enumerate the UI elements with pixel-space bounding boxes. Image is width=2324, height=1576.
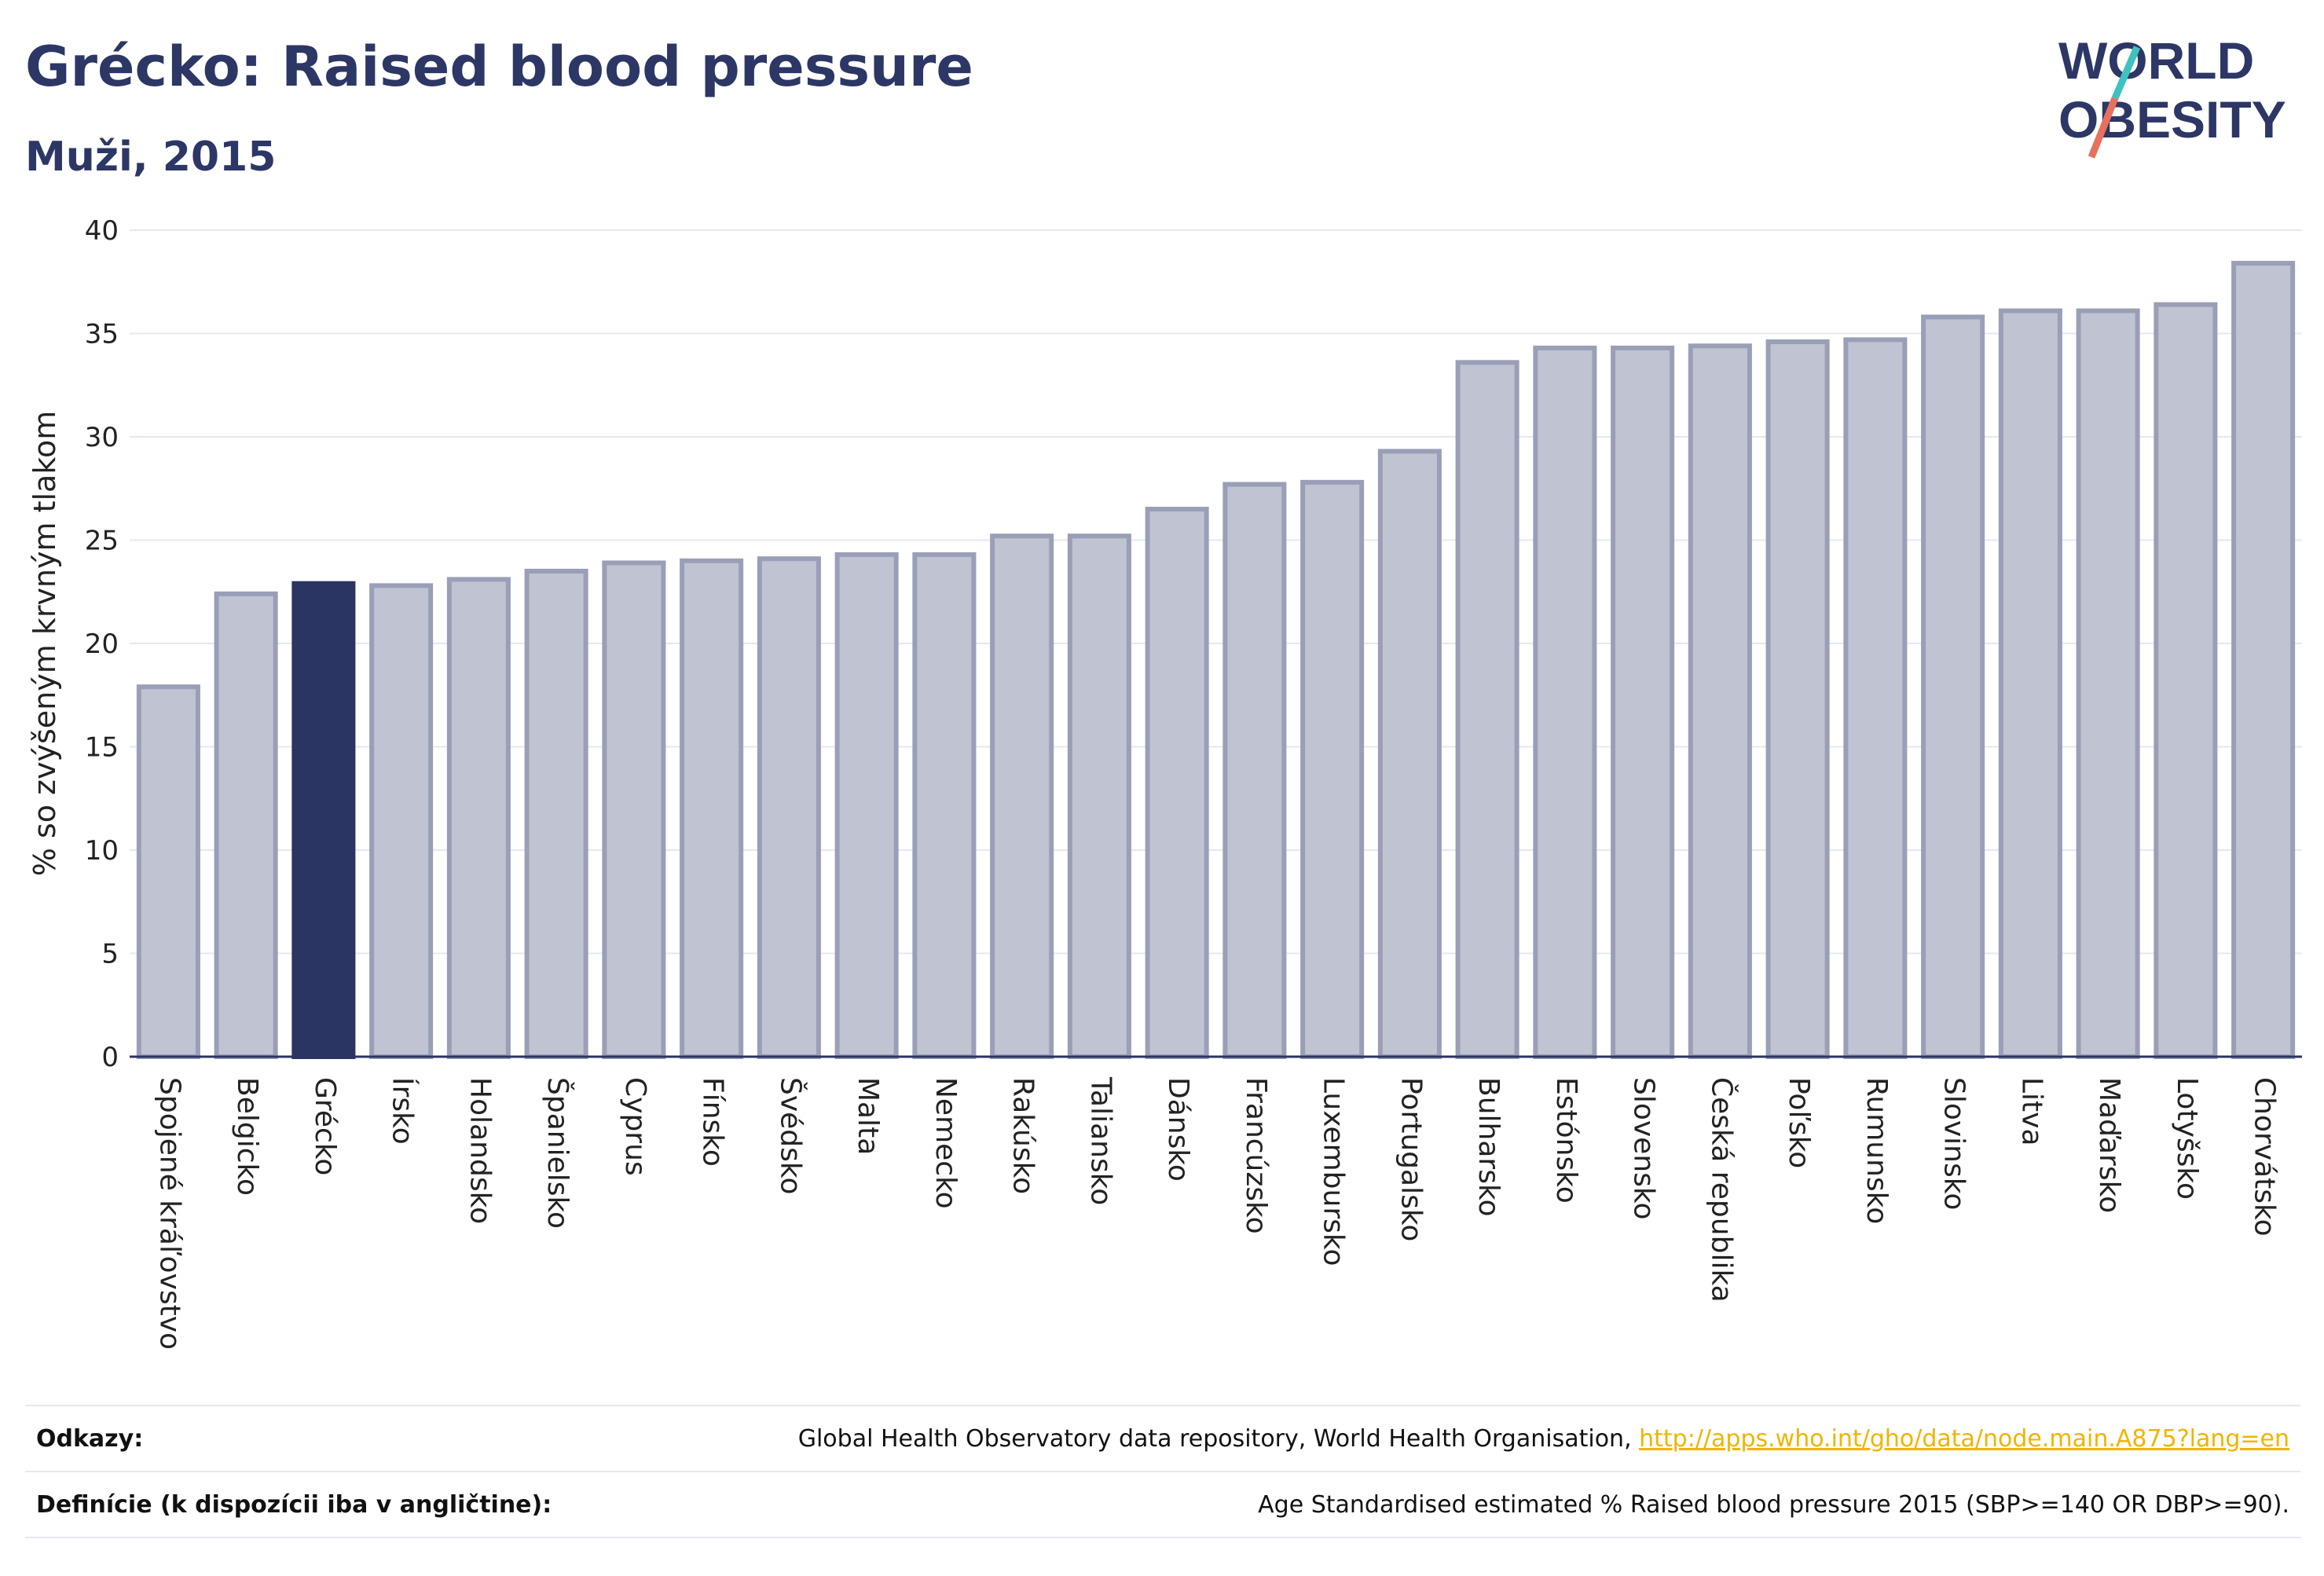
- bar-15: [1300, 479, 1365, 1059]
- y-tick-label: 20: [85, 629, 119, 660]
- x-tick-label: Česká republika: [1705, 1077, 1738, 1303]
- x-tick-label: Francúzsko: [1240, 1077, 1272, 1234]
- x-tick-label: Maďarsko: [2093, 1077, 2125, 1213]
- bar-26: [2154, 302, 2218, 1059]
- bar-1: [214, 591, 278, 1059]
- references-text: Global Health Observatory data repositor…: [797, 1425, 1640, 1453]
- bar-18: [1533, 345, 1597, 1060]
- x-tick-label: Poľsko: [1783, 1077, 1815, 1168]
- x-axis-ticks: Spojené kráľovstvo Belgicko Grécko Írsko Hol…: [153, 1076, 2280, 1350]
- logo-line-1: WORLD: [2058, 31, 2254, 90]
- logo-slash-teal: [2111, 46, 2141, 100]
- x-tick-label: Belgicko: [231, 1077, 263, 1196]
- bar-5: [524, 568, 588, 1059]
- chart-subtitle: Muži, 2015: [25, 134, 277, 181]
- footer: Odkazy: Global Health Observatory data r…: [25, 1405, 2300, 1538]
- bar-0: [136, 684, 200, 1059]
- bar-17: [1455, 360, 1519, 1059]
- y-tick-label: 25: [85, 526, 119, 557]
- definitions-label: Definície (k dispozícii iba v angličtine…: [36, 1491, 552, 1519]
- x-tick-label: Taliansko: [1084, 1076, 1116, 1205]
- y-tick-label: 35: [85, 319, 119, 350]
- bar-11: [990, 533, 1054, 1059]
- world-obesity-logo: WORLD OBESITY: [2058, 31, 2286, 159]
- bar-12: [1067, 533, 1131, 1059]
- x-tick-label: Slovensko: [1628, 1077, 1660, 1220]
- x-tick-label: Dánsko: [1162, 1077, 1194, 1182]
- x-tick-label: Cyprus: [619, 1077, 651, 1176]
- definitions-value: Age Standardised estimated % Raised bloo…: [1258, 1491, 2289, 1519]
- bar-21: [1765, 339, 1830, 1059]
- bar-3: [369, 583, 434, 1059]
- bar-9: [834, 552, 899, 1059]
- bar-14: [1222, 482, 1287, 1059]
- x-tick-label: Rakúsko: [1007, 1077, 1039, 1194]
- y-tick-label: 10: [85, 835, 119, 867]
- y-tick-label: 5: [101, 939, 119, 970]
- bar-6: [602, 560, 666, 1059]
- x-tick-label: Holandsko: [464, 1077, 496, 1224]
- x-tick-label: Litva: [2015, 1077, 2047, 1146]
- x-tick-label: Spojené kráľovstvo: [153, 1077, 185, 1350]
- x-tick-label: Chorvátsko: [2249, 1077, 2281, 1237]
- y-tick-label: 15: [85, 732, 119, 764]
- bars: [136, 261, 2296, 1060]
- bar-23: [1921, 314, 1985, 1059]
- bar-20: [1688, 343, 1752, 1059]
- bar-25: [2076, 308, 2140, 1059]
- y-tick-label: 0: [101, 1042, 119, 1073]
- bar-22: [1843, 337, 1908, 1059]
- x-tick-label: Malta: [852, 1077, 884, 1155]
- bar-13: [1145, 507, 1209, 1059]
- x-tick-label: Luxembursko: [1318, 1077, 1350, 1266]
- x-tick-label: Portugalsko: [1395, 1077, 1427, 1241]
- x-tick-label: Lotyšsko: [2171, 1077, 2203, 1200]
- bar-4: [446, 577, 511, 1059]
- bar-27: [2231, 261, 2296, 1059]
- bar-2: [291, 581, 356, 1059]
- x-tick-label: Španielsko: [541, 1077, 574, 1229]
- y-tick-label: 40: [85, 215, 119, 247]
- references-label: Odkazy:: [36, 1425, 144, 1453]
- definitions-row: Definície (k dispozícii iba v angličtine…: [25, 1471, 2300, 1538]
- chart-title: Grécko: Raised blood pressure: [25, 35, 973, 99]
- x-tick-label: Bulharsko: [1472, 1077, 1505, 1217]
- x-tick-label: Rumunsko: [1860, 1077, 1893, 1224]
- bar-8: [757, 556, 821, 1059]
- logo-slash-red: [2088, 97, 2119, 159]
- bar-19: [1611, 345, 1675, 1060]
- x-tick-label: Fínsko: [697, 1077, 729, 1167]
- x-tick-label: Nemecko: [929, 1077, 962, 1209]
- bar-16: [1377, 449, 1442, 1059]
- bar-10: [912, 552, 977, 1059]
- x-tick-label: Grécko: [309, 1077, 341, 1175]
- bar-chart: 0 5 10 15 20 25 30 35 40 Spojené kráľovstvo Belgi…: [27, 215, 2302, 1350]
- bar-24: [1998, 308, 2062, 1059]
- x-tick-label: Estónsko: [1550, 1077, 1582, 1204]
- x-tick-label: Slovinsko: [1938, 1077, 1970, 1210]
- x-tick-label: Švédsko: [774, 1077, 807, 1195]
- references-value: Global Health Observatory data repositor…: [798, 1425, 2289, 1453]
- y-tick-label: 30: [85, 422, 119, 453]
- bar-7: [680, 558, 744, 1059]
- y-axis-ticks: 0 5 10 15 20 25 30 35 40: [85, 215, 119, 1073]
- x-tick-label: Írsko: [387, 1077, 420, 1145]
- references-row: Odkazy: Global Health Observatory data r…: [25, 1405, 2300, 1471]
- y-axis-label: % so zvýšeným krvným tlakom: [27, 411, 62, 877]
- references-link[interactable]: http://apps.who.int/gho/data/node.main.A…: [1639, 1425, 2289, 1453]
